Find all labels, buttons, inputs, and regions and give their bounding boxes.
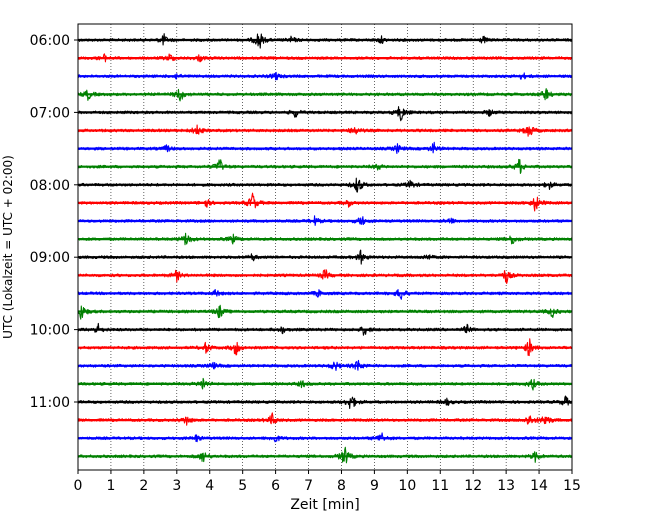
x-tick-label-6: 6: [271, 478, 280, 494]
y-tick-label-1: 07:00: [30, 105, 70, 121]
x-tick-label-12: 12: [464, 478, 482, 494]
y-tick-label-3: 09:00: [30, 250, 70, 266]
x-tick-label-8: 8: [337, 478, 346, 494]
x-tick-label-10: 10: [398, 478, 416, 494]
y-axis-ticks: 06:00 07:00 08:00 09:00 10:00 11:00: [30, 33, 78, 411]
y-tick-label-4: 10:00: [30, 323, 70, 339]
x-tick-label-2: 2: [139, 478, 148, 494]
x-tick-label-4: 4: [205, 478, 214, 494]
x-tick-label-3: 3: [172, 478, 181, 494]
y-tick-label-0: 06:00: [30, 33, 70, 49]
x-axis-label: Zeit [min]: [290, 497, 359, 513]
trace-1145: [77, 446, 573, 464]
x-tick-label-0: 0: [74, 478, 83, 494]
x-axis-ticks: 0 1 2 3 4 5 6 7 8 9 10 11 12 13 14 15: [74, 470, 581, 494]
x-tick-label-9: 9: [370, 478, 379, 494]
x-tick-label-11: 11: [431, 478, 449, 494]
plot-frame: [77, 23, 573, 471]
seismic-traces: [77, 33, 573, 464]
trace-0700: [77, 106, 573, 122]
y-tick-label-2: 08:00: [30, 178, 70, 194]
x-tick-label-5: 5: [238, 478, 247, 494]
trace-0915: [77, 269, 573, 285]
x-tick-label-15: 15: [563, 478, 581, 494]
y-tick-label-5: 11:00: [30, 395, 70, 411]
x-tick-label-13: 13: [497, 478, 515, 494]
x-tick-label-14: 14: [530, 478, 548, 494]
x-tick-label-1: 1: [106, 478, 115, 494]
y-axis-label: UTC (Lokalzeit = UTC + 02:00): [1, 155, 15, 339]
vertical-gridlines: [110, 24, 540, 470]
x-tick-label-7: 7: [304, 478, 313, 494]
trace-0815: [77, 192, 573, 212]
